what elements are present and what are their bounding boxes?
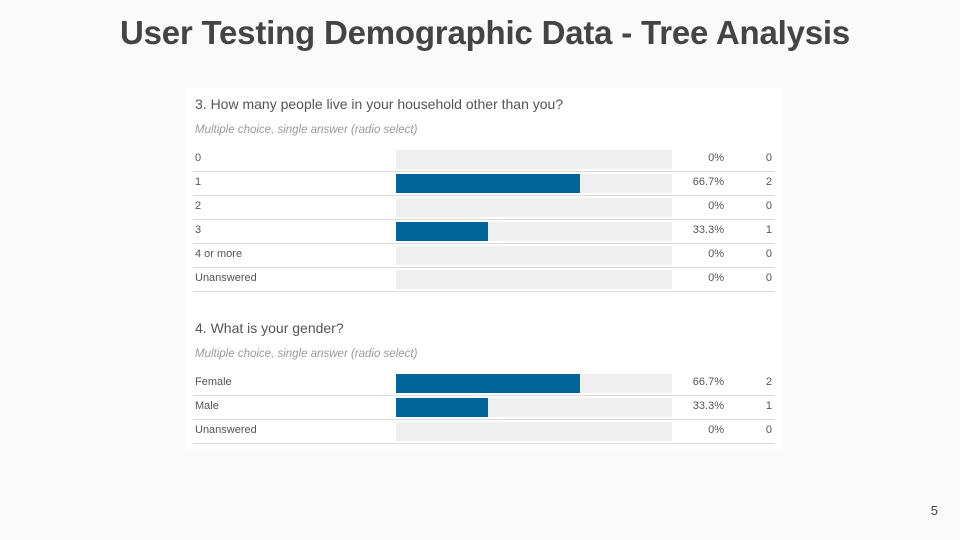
category-label: 3	[195, 224, 202, 236]
count-label: 0	[765, 248, 772, 260]
bar-track	[396, 374, 672, 393]
chart-row: Male 33.3% 1	[194, 396, 774, 420]
category-label: Unanswered	[195, 272, 257, 284]
slide-title: User Testing Demographic Data - Tree Ana…	[119, 14, 851, 51]
chart-row: 0 0% 0	[194, 148, 774, 172]
page-number: 5	[930, 503, 938, 518]
bar-track	[396, 222, 672, 241]
category-label: 1	[195, 176, 202, 188]
question-3-rows: 0 0% 0 1 66.7% 2 2 0% 0 3 33.3% 1 4 or more 0% 0 Unansw…	[194, 148, 774, 292]
percent-label: 0%	[708, 200, 724, 212]
category-label: Female	[195, 376, 232, 388]
percent-label: 0%	[708, 424, 724, 436]
chart-row: Unanswered 0% 0	[194, 268, 774, 292]
bar-track	[396, 270, 672, 289]
chart-row: 4 or more 0% 0	[194, 244, 774, 268]
count-label: 1	[765, 400, 772, 412]
percent-label: 33.3%	[692, 224, 724, 236]
percent-label: 0%	[708, 272, 724, 284]
percent-label: 66.7%	[692, 176, 724, 188]
question-4-rows: Female 66.7% 2 Male 33.3% 1 Unanswered 0% 0	[194, 372, 774, 444]
question-4-subtitle: Multiple choice, single answer (radio se…	[195, 348, 418, 360]
chart-row: Female 66.7% 2	[194, 372, 774, 396]
chart-row: 1 66.7% 2	[194, 172, 774, 196]
count-label: 0	[765, 200, 772, 212]
count-label: 0	[765, 272, 772, 284]
bar	[396, 374, 581, 393]
category-label: Unanswered	[195, 424, 257, 436]
bar	[396, 222, 488, 241]
bar-track	[396, 174, 672, 193]
percent-label: 66.7%	[692, 376, 724, 388]
chart-row: 2 0% 0	[194, 196, 774, 220]
count-label: 2	[765, 376, 772, 388]
count-label: 2	[765, 176, 772, 188]
bar	[396, 398, 488, 417]
category-label: 2	[195, 200, 202, 212]
count-label: 1	[765, 224, 772, 236]
question-3-subtitle: Multiple choice, single answer (radio se…	[195, 124, 418, 136]
question-3-title: 3. How many people live in your househol…	[195, 96, 564, 112]
category-label: 0	[195, 152, 202, 164]
chart-row: 3 33.3% 1	[194, 220, 774, 244]
bar	[396, 174, 581, 193]
category-label: 4 or more	[195, 248, 243, 260]
category-label: Male	[195, 400, 219, 412]
count-label: 0	[765, 424, 772, 436]
bar-track	[396, 198, 672, 217]
question-4-title: 4. What is your gender?	[195, 320, 344, 336]
count-label: 0	[765, 152, 772, 164]
bar-track	[396, 150, 672, 169]
survey-results-panel: 3. How many people live in your househol…	[186, 88, 782, 450]
percent-label: 0%	[708, 248, 724, 260]
chart-row: Unanswered 0% 0	[194, 420, 774, 444]
percent-label: 0%	[708, 152, 724, 164]
bar-track	[396, 398, 672, 417]
percent-label: 33.3%	[692, 400, 724, 412]
bar-track	[396, 422, 672, 441]
bar-track	[396, 246, 672, 265]
